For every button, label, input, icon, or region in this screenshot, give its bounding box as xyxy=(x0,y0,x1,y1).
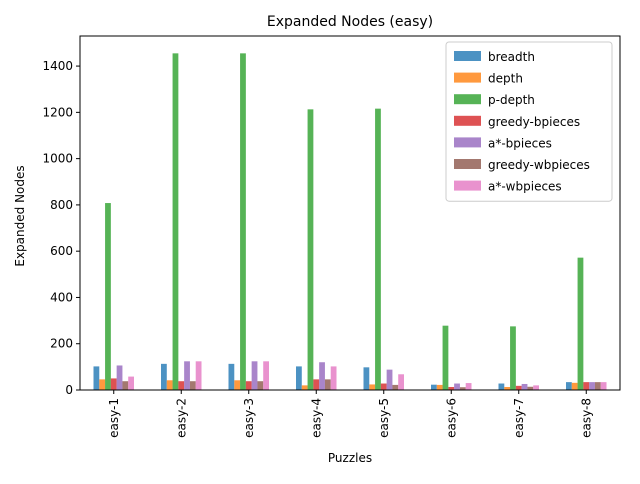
bar-greedy-bpieces-easy-2 xyxy=(178,381,185,390)
legend-swatch-a*-wbpieces xyxy=(454,180,481,191)
legend-swatch-breadth xyxy=(454,51,481,61)
bar-greedy-bpieces-easy-8 xyxy=(583,382,590,390)
bar-a*-bpieces-easy-7 xyxy=(521,383,528,390)
y-tick-label: 1400 xyxy=(42,59,73,73)
bar-greedy-bpieces-easy-4 xyxy=(313,379,320,390)
plot-frame xyxy=(79,35,621,391)
bar-a*-bpieces-easy-2 xyxy=(184,361,190,390)
bar-greedy-wbpieces-easy-6 xyxy=(459,387,466,390)
legend-swatch-greedy-wbpieces xyxy=(454,159,481,169)
bar-greedy-wbpieces-easy-3 xyxy=(257,381,264,390)
legend-label-p-depth: p-depth xyxy=(488,93,535,107)
axes-layer: 0 200 400 600 800 1000 1200 1400 easy-1 easy-2 eas… xyxy=(42,35,621,438)
legend-label-a*-wbpieces: a*-wbpieces xyxy=(488,180,562,194)
bar-p-depth-easy-6 xyxy=(442,325,449,390)
bar-breadth-easy-6 xyxy=(431,384,437,390)
bar-greedy-bpieces-easy-5 xyxy=(380,383,387,390)
legend-label-greedy-wbpieces: greedy-wbpieces xyxy=(488,158,590,172)
bar-depth-easy-3 xyxy=(234,380,241,390)
bars-layer xyxy=(93,53,607,391)
bar-depth-easy-8 xyxy=(571,382,578,390)
bar-p-depth-easy-8 xyxy=(577,257,584,390)
bar-depth-easy-4 xyxy=(301,385,308,390)
bar-breadth-easy-1 xyxy=(93,366,100,390)
y-tick-label: 800 xyxy=(50,198,73,212)
bar-breadth-easy-5 xyxy=(363,367,370,390)
bar-breadth-easy-8 xyxy=(566,382,572,390)
y-tick-label: 1000 xyxy=(42,152,73,166)
legend-box xyxy=(445,41,613,202)
bar-p-depth-easy-7 xyxy=(510,326,516,390)
x-tick-label: easy-2 xyxy=(174,398,188,438)
bar-a*-wbpieces-easy-1 xyxy=(128,376,134,390)
bar-a*-bpieces-easy-4 xyxy=(319,362,325,390)
legend: breadth depth p-depth greedy-bpieces a*-bpie… xyxy=(445,41,613,202)
bar-a*-wbpieces-easy-6 xyxy=(465,383,472,390)
bar-p-depth-easy-2 xyxy=(172,53,179,390)
chart-title: Expanded Nodes (easy) xyxy=(267,14,433,30)
y-tick-label: 1200 xyxy=(42,105,73,119)
legend-swatch-greedy-bpieces xyxy=(454,115,481,126)
bar-greedy-bpieces-easy-6 xyxy=(448,386,455,390)
bar-greedy-wbpieces-easy-2 xyxy=(189,381,196,390)
bar-greedy-wbpieces-easy-5 xyxy=(392,384,399,390)
bar-greedy-bpieces-easy-1 xyxy=(110,378,117,390)
y-tick-label: 0 xyxy=(65,383,73,397)
y-tick-label: 200 xyxy=(50,337,73,351)
bar-p-depth-easy-5 xyxy=(375,108,381,391)
legend-label-a*-bpieces: a*-bpieces xyxy=(488,136,552,150)
bar-a*-bpieces-easy-3 xyxy=(251,361,258,390)
legend-label-depth: depth xyxy=(488,72,523,86)
x-tick-label: easy-5 xyxy=(377,398,391,438)
bar-greedy-wbpieces-easy-7 xyxy=(527,386,534,390)
bar-greedy-wbpieces-easy-1 xyxy=(122,381,129,390)
x-tick-label: easy-4 xyxy=(309,398,323,438)
bar-p-depth-easy-1 xyxy=(105,203,111,390)
bar-breadth-easy-4 xyxy=(296,366,302,390)
bar-greedy-bpieces-easy-3 xyxy=(245,381,252,390)
bar-depth-easy-7 xyxy=(504,386,511,390)
x-tick-label: easy-6 xyxy=(444,398,458,438)
y-axis-label: Expanded Nodes xyxy=(13,165,27,266)
bar-p-depth-easy-3 xyxy=(240,53,246,390)
bar-greedy-bpieces-easy-7 xyxy=(515,385,522,390)
x-tick-label: easy-3 xyxy=(242,398,256,438)
bar-depth-easy-5 xyxy=(369,384,376,390)
bar-breadth-easy-2 xyxy=(161,363,167,390)
x-tick-label: easy-1 xyxy=(107,398,121,438)
legend-swatch-p-depth xyxy=(454,94,481,105)
x-tick-label: easy-7 xyxy=(512,398,526,438)
y-tick-label: 400 xyxy=(50,290,73,304)
bar-breadth-easy-3 xyxy=(228,363,235,390)
bar-greedy-wbpieces-easy-4 xyxy=(324,379,331,390)
bar-greedy-wbpieces-easy-8 xyxy=(594,382,601,390)
bar-a*-wbpieces-easy-2 xyxy=(195,361,202,390)
bar-p-depth-easy-4 xyxy=(307,109,314,390)
legend-swatch-depth xyxy=(454,72,481,83)
bar-a*-wbpieces-easy-5 xyxy=(398,374,404,390)
bar-a*-bpieces-easy-1 xyxy=(116,365,123,390)
bar-depth-easy-6 xyxy=(436,384,443,390)
legend-swatch-a*-bpieces xyxy=(454,137,481,148)
bar-a*-bpieces-easy-6 xyxy=(454,383,460,390)
bar-a*-wbpieces-easy-8 xyxy=(600,382,607,390)
bar-depth-easy-2 xyxy=(166,380,173,390)
y-tick-label: 600 xyxy=(50,244,73,258)
bar-a*-bpieces-easy-5 xyxy=(386,369,393,390)
bar-a*-wbpieces-easy-3 xyxy=(263,361,269,390)
x-tick-label: easy-8 xyxy=(579,398,593,438)
bar-a*-wbpieces-easy-4 xyxy=(330,366,337,390)
bar-a*-bpieces-easy-8 xyxy=(589,382,595,390)
bar-depth-easy-1 xyxy=(99,379,106,390)
bar-breadth-easy-7 xyxy=(498,383,505,390)
legend-label-breadth: breadth xyxy=(488,50,535,64)
x-axis-label: Puzzles xyxy=(328,451,372,465)
legend-label-greedy-bpieces: greedy-bpieces xyxy=(488,115,580,129)
bar-a*-wbpieces-easy-7 xyxy=(533,385,539,390)
